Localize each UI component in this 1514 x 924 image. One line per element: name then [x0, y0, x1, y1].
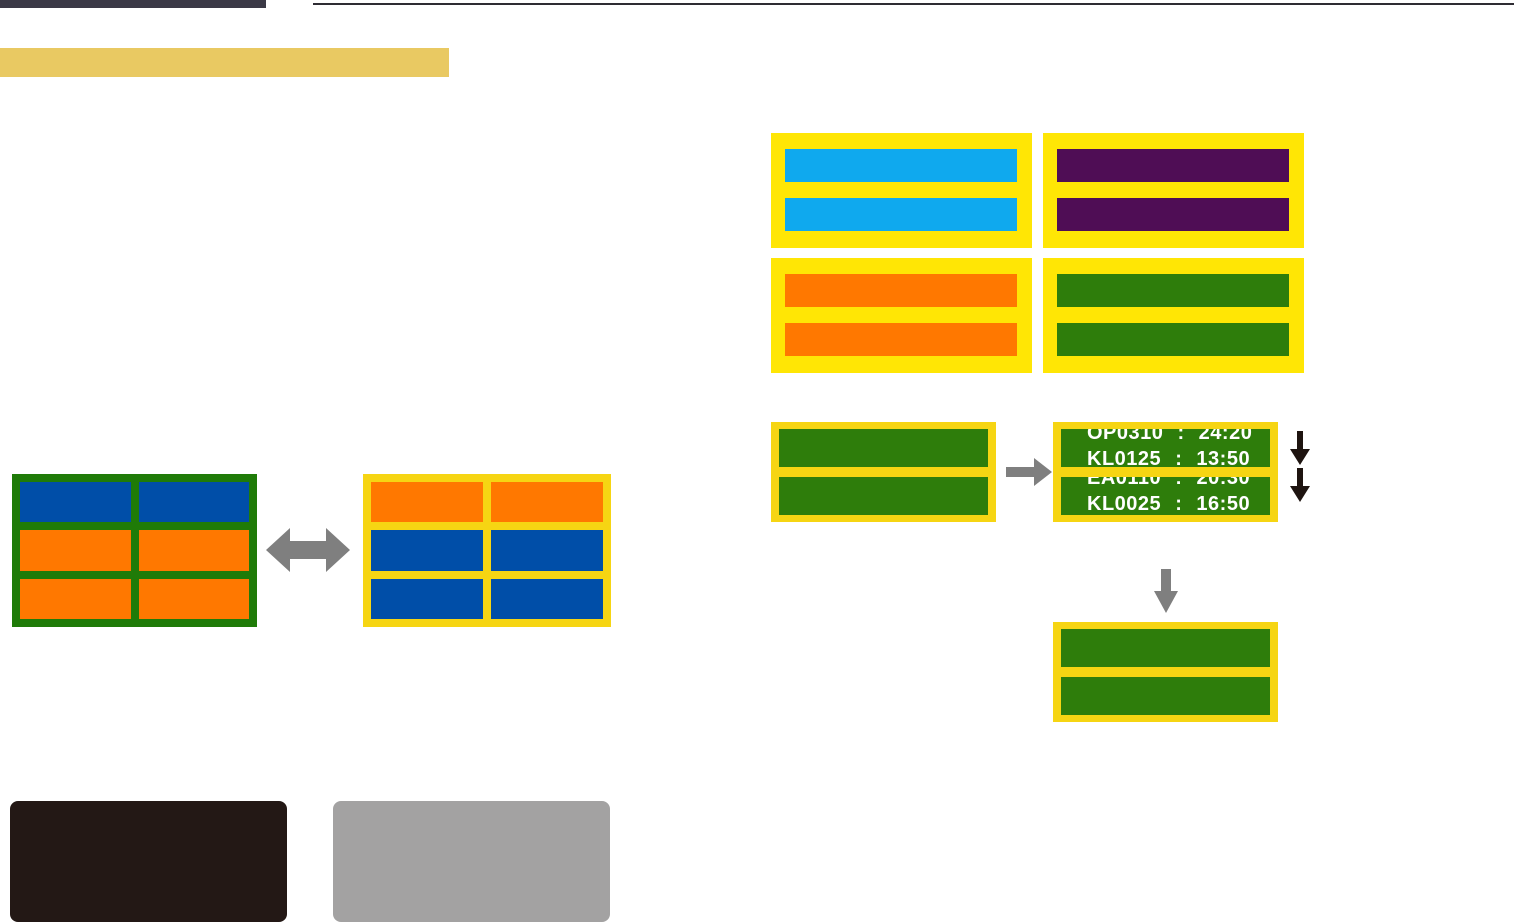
- down-arrow-icon: [1154, 569, 1178, 613]
- orange-bar: [785, 323, 1017, 356]
- orange-bar: [785, 274, 1017, 307]
- cyan-bar: [785, 198, 1017, 231]
- table-cell-blue: [491, 578, 603, 619]
- pattern-box-cyan: [771, 133, 1032, 248]
- right-arrow-icon: [1006, 458, 1052, 486]
- gray-screen-panel: [333, 801, 610, 922]
- swap-double-arrow-icon: [266, 524, 350, 576]
- header-tab-bar: [0, 0, 266, 8]
- table-cell-orange: [138, 578, 249, 619]
- green-bar: [779, 429, 988, 467]
- table-cell-blue: [371, 530, 483, 571]
- pattern-box-orange: [771, 258, 1032, 373]
- pixel-table-green-border: [12, 474, 257, 627]
- pattern-box-green: [1043, 258, 1304, 373]
- section-heading-highlight: [0, 48, 449, 77]
- display-box-green-bars-result: [1053, 622, 1278, 722]
- green-bar: [1061, 629, 1270, 667]
- flight-line: OP0310 : 24:20: [1087, 429, 1253, 444]
- table-cell-orange: [20, 530, 131, 571]
- purple-bar: [1057, 198, 1289, 231]
- green-bar: [1061, 677, 1270, 715]
- flight-schedule-bar-2: EA0110 : 20:30 KL0025 : 16:50: [1061, 477, 1270, 515]
- dark-screen-panel: [10, 801, 287, 922]
- pattern-box-purple: [1043, 133, 1304, 248]
- flight-line: KL0125 : 13:50: [1087, 448, 1251, 467]
- table-cell-orange: [138, 530, 249, 571]
- green-bar: [1057, 274, 1289, 307]
- table-cell-orange: [371, 482, 483, 523]
- scroll-down-arrow-icon: [1289, 468, 1311, 504]
- table-cell-blue: [138, 482, 249, 523]
- table-cell-orange: [491, 482, 603, 523]
- header-rule-line: [313, 3, 1514, 5]
- cyan-bar: [785, 149, 1017, 182]
- table-cell-blue: [20, 482, 131, 523]
- flight-lines: OP0310 : 24:20 KL0125 : 13:50: [1061, 429, 1270, 467]
- green-bar: [1057, 323, 1289, 356]
- table-cell-blue: [491, 530, 603, 571]
- flight-schedule-display-box: OP0310 : 24:20 KL0125 : 13:50 EA0110 : 2…: [1053, 422, 1278, 522]
- flight-line: EA0110 : 20:30: [1087, 477, 1251, 489]
- flight-lines: EA0110 : 20:30 KL0025 : 16:50: [1061, 477, 1270, 515]
- flight-schedule-bar-1: OP0310 : 24:20 KL0125 : 13:50: [1061, 429, 1270, 467]
- purple-bar: [1057, 149, 1289, 182]
- green-bar: [779, 477, 988, 515]
- display-box-green-bars: [771, 422, 996, 522]
- table-cell-orange: [20, 578, 131, 619]
- pixel-table-yellow-border: [363, 474, 611, 627]
- table-cell-blue: [371, 578, 483, 619]
- flight-line: KL0025 : 16:50: [1087, 493, 1251, 515]
- scroll-down-arrow-icon: [1289, 431, 1311, 467]
